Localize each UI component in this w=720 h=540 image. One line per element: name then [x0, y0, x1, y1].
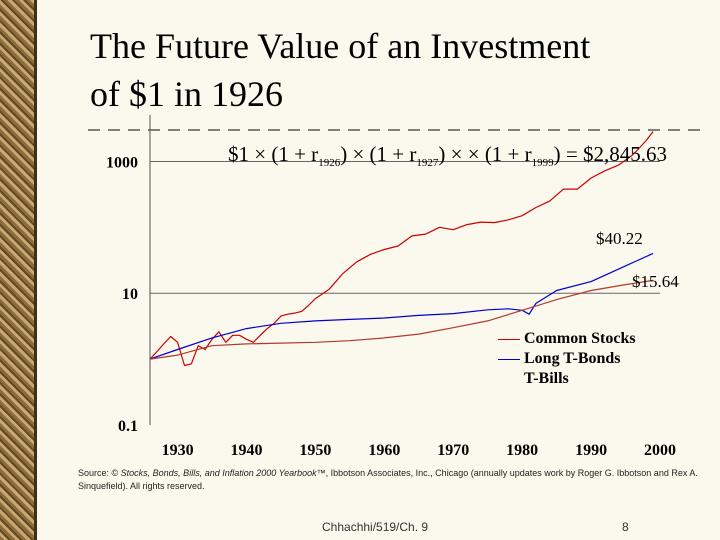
x-tick-label: 2000 [644, 442, 676, 459]
series-line-bonds [149, 252, 654, 360]
footer-course-label: Chhachhi/519/Ch. 9 [322, 520, 429, 534]
source-prefix: Source: © [78, 468, 121, 478]
formula-times-2: × [352, 142, 365, 166]
legend-swatch-stocks [498, 339, 520, 340]
legend-swatch-bonds [498, 359, 520, 360]
formula-open-2: (1 + r [369, 142, 417, 166]
footer-page-number: 8 [622, 520, 629, 534]
y-tick-label: 0.1 [118, 418, 138, 435]
formula-start: $1 [228, 142, 249, 166]
x-tick-label: 1980 [506, 442, 538, 459]
formula-close-1: ) [340, 142, 348, 166]
slide-binding-edge [34, 0, 37, 540]
legend-label-bonds: Long T-Bonds [524, 350, 621, 367]
y-tick-label: 10 [122, 286, 138, 303]
formula-sub-1999: 1999 [531, 157, 554, 170]
formula-times-1: × [254, 142, 267, 166]
x-tick-label: 1930 [162, 442, 194, 459]
x-tick-label: 1970 [437, 442, 469, 459]
slide-title-line-2: of $1 in 1926 [90, 74, 283, 114]
source-title: Stocks, Bonds, Bills, and Inflation 2000… [120, 468, 326, 478]
formula-times-4: × [467, 142, 480, 166]
x-tick-label: 1990 [575, 442, 607, 459]
series-line-bills [149, 279, 654, 360]
y-tick-label: 1000 [106, 154, 138, 171]
formula-close-2: ) [438, 142, 446, 166]
series-line-stocks [149, 131, 654, 367]
slide-binding-decoration [0, 0, 34, 540]
bills-end-value-label: $15.64 [632, 272, 679, 291]
formula-result: ) = $2,845.63 [553, 142, 667, 166]
source-note: Source: © Stocks, Bonds, Bills, and Infl… [78, 467, 698, 493]
formula-open-1: (1 + r [271, 142, 319, 166]
bonds-end-value-label: $40.22 [596, 229, 643, 248]
x-tick-label: 1940 [230, 442, 262, 459]
formula-sub-1927: 1927 [416, 157, 439, 170]
x-tick-label: 1960 [368, 442, 400, 459]
formula-open-3: (1 + r [484, 142, 532, 166]
legend-label-stocks: Common Stocks [524, 330, 636, 347]
slide-title-line-1: The Future Value of an Investment [90, 26, 591, 66]
source-rest: , Ibbotson Associates, Inc., Chicago (an… [78, 468, 698, 491]
formula-times-3: × [450, 142, 463, 166]
legend-label-bills: T-Bills [524, 370, 569, 387]
compound-formula: $1 × (1 + r1926) × (1 + r1927) × × (1 + … [228, 142, 667, 169]
slide-title: The Future Value of an Investment of $1 … [90, 22, 690, 118]
formula-sub-1926: 1926 [318, 157, 341, 170]
x-tick-label: 1950 [299, 442, 331, 459]
